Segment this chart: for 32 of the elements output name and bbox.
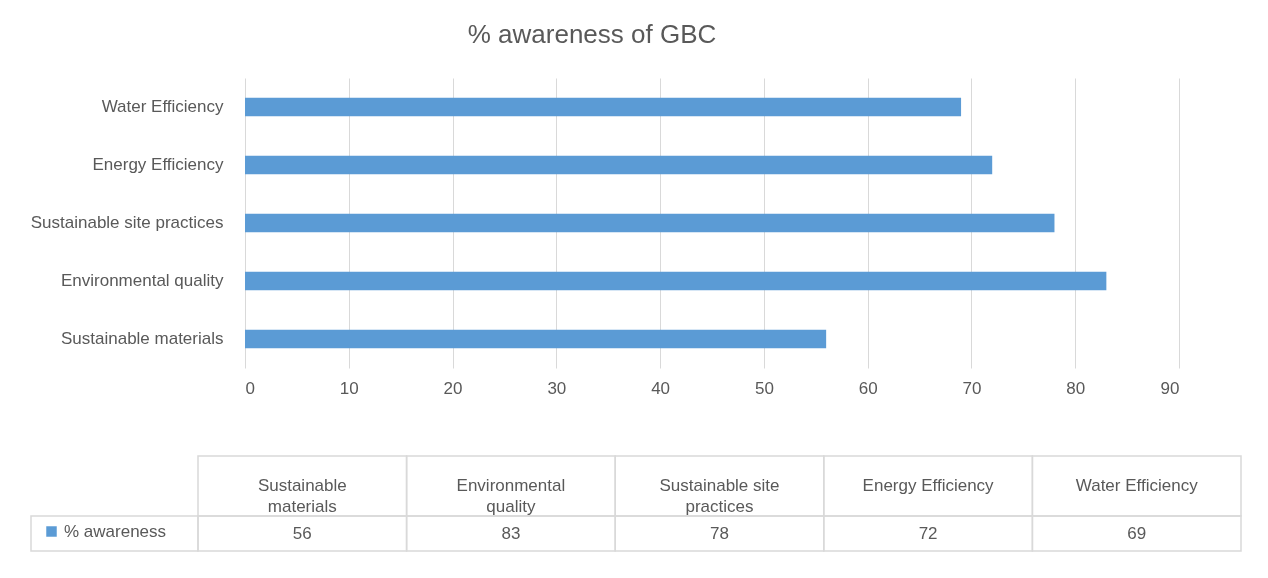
x-tick-label: 90 <box>1160 378 1180 398</box>
x-tick-label: 10 <box>339 378 359 398</box>
x-tick-label: 20 <box>443 378 463 398</box>
category-label: Sustainable site practices <box>659 476 780 516</box>
x-tick-label: 0 <box>245 378 255 398</box>
data-label: 72 <box>918 523 938 543</box>
chart-title: % awareness of GBC <box>467 19 717 49</box>
x-tick-label: 30 <box>547 378 567 398</box>
category-label: Environmental quality <box>456 476 566 516</box>
x-tick-label: 80 <box>1066 378 1086 398</box>
data-label: 69 <box>1127 523 1147 543</box>
y-tick-label: Energy Efficiency <box>92 155 224 174</box>
bar <box>245 213 1055 233</box>
y-tick-label: Sustainable materials <box>60 329 224 348</box>
category-label: Energy Efficiency <box>862 476 995 495</box>
data-label: 83 <box>501 523 521 543</box>
category-label: Sustainable materials <box>257 476 347 516</box>
category-label: Water Efficiency <box>1075 476 1199 495</box>
data-label: 78 <box>710 523 729 543</box>
data-label: 56 <box>292 523 312 543</box>
legend-label: % awareness <box>64 521 167 541</box>
x-tick-label: 50 <box>754 378 774 398</box>
bar <box>245 155 993 175</box>
y-tick-label: Water Efficiency <box>101 97 224 116</box>
x-tick-label: 70 <box>962 378 982 398</box>
y-tick-label: Environmental quality <box>60 271 224 290</box>
x-tick-label: 60 <box>858 378 878 398</box>
bar <box>245 97 962 117</box>
x-tick-label: 40 <box>651 378 671 398</box>
y-tick-label: Sustainable site practices <box>30 213 224 232</box>
bar <box>245 329 827 349</box>
bar <box>245 271 1107 291</box>
